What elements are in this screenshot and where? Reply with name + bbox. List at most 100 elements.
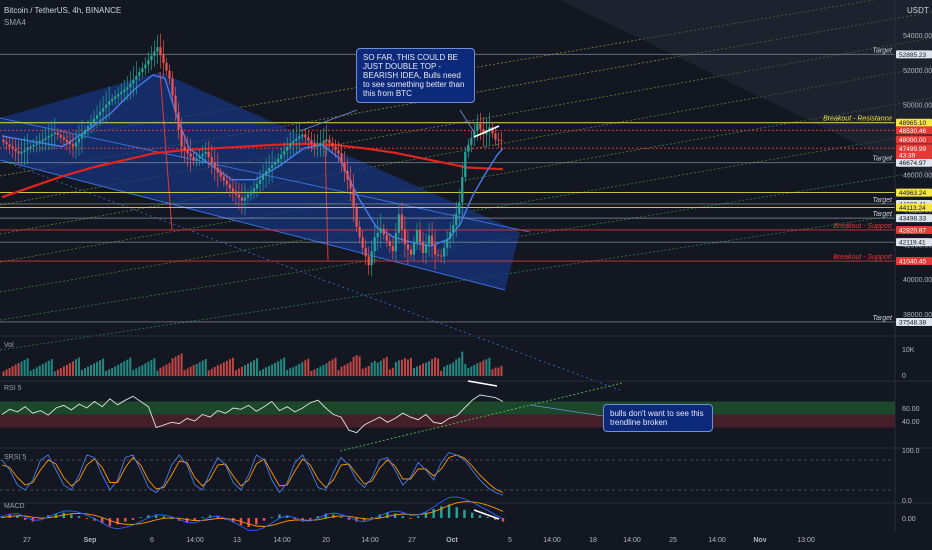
- volume-bar: [38, 365, 41, 376]
- time-label-0: 27: [23, 537, 31, 544]
- candle-body: [433, 245, 437, 255]
- volume-bar: [437, 358, 440, 376]
- volume-bar: [180, 353, 183, 376]
- volume-bar: [268, 366, 271, 376]
- volume-bar: [68, 363, 71, 376]
- candle-body: [331, 143, 334, 147]
- candle-body: [8, 144, 11, 147]
- candle-body: [361, 237, 364, 248]
- candle-body: [198, 156, 201, 159]
- candle-body: [2, 139, 5, 142]
- macd-hist-bar: [478, 515, 482, 518]
- volume-bar: [400, 359, 403, 376]
- candle-body: [83, 130, 87, 135]
- level-label-12: Breakout - Support: [833, 254, 893, 261]
- macd-hist-bar: [23, 518, 27, 520]
- volume-bar: [485, 359, 488, 376]
- volume-bar: [53, 371, 56, 376]
- volume-bar: [207, 370, 210, 376]
- macd-hist-bar: [363, 518, 366, 521]
- candle-body: [80, 134, 84, 139]
- candle-body: [397, 214, 400, 233]
- macd-hist-bar: [347, 518, 351, 520]
- candle-body: [267, 167, 271, 171]
- macd-hist-bar: [332, 514, 335, 518]
- volume-bar: [204, 358, 207, 376]
- volume-bar: [168, 362, 171, 376]
- volume-bar: [219, 364, 222, 376]
- volume-bar: [174, 356, 177, 376]
- price-tag-bg-6: [896, 188, 932, 197]
- volume-bar: [141, 365, 144, 376]
- volume-bar: [62, 366, 65, 376]
- volume-bar: [313, 369, 316, 376]
- time-axis[interactable]: 27 Sep 6 14:00 13 14:00 20 14:00 27 Oct 5 14:00 18 14…: [23, 537, 815, 544]
- rsi-tick-1: 40.00: [902, 419, 920, 426]
- time-label-5: 14:00: [273, 537, 291, 544]
- candle-body: [180, 129, 183, 147]
- candle-body: [41, 139, 44, 142]
- volume-bar: [87, 366, 90, 376]
- volume-bar: [171, 358, 174, 376]
- macd-hist-bar: [401, 516, 404, 518]
- moving-averages: [1, 74, 504, 247]
- candle-body: [20, 151, 23, 154]
- rsi-tick-0: 60.00: [902, 406, 920, 413]
- fan-lines: [0, 0, 932, 391]
- indicator-label: SMA4: [4, 18, 26, 27]
- price-axis[interactable]: 54000.00 52000.00 50000.00 48000.00 46000.00…: [896, 33, 932, 327]
- volume-bar: [331, 359, 334, 376]
- price-tag-4: 47499.99: [899, 146, 926, 153]
- volume-bar: [210, 368, 213, 376]
- candle-body: [147, 60, 150, 65]
- candle-body: [62, 137, 65, 140]
- candle-body: [5, 141, 8, 145]
- candle-body: [240, 197, 244, 201]
- candle-body: [497, 139, 500, 141]
- candle-body: [370, 251, 373, 266]
- volume-bar: [265, 367, 268, 376]
- candle-body: [195, 158, 198, 161]
- volume-bar: [111, 367, 114, 376]
- candle-body: [264, 170, 268, 176]
- volume-bar: [277, 361, 280, 376]
- pane-separators: [0, 0, 932, 532]
- volume-bar: [476, 363, 479, 376]
- volume-bar: [77, 357, 80, 376]
- volume-bar: [422, 363, 425, 376]
- candle-body: [310, 140, 313, 144]
- volume-bar: [295, 365, 298, 376]
- candle-body: [491, 127, 494, 134]
- volume-bar: [494, 367, 497, 376]
- macd-pane: MACD 0.00: [0, 496, 916, 531]
- time-label-3: 14:00: [186, 537, 204, 544]
- macd-hist-bar: [224, 518, 227, 520]
- macd-hist-bar: [262, 518, 266, 521]
- time-label-13: 14:00: [623, 537, 641, 544]
- macd-hist-bar: [139, 517, 142, 518]
- volume-bar: [201, 360, 204, 376]
- volume-bar: [47, 360, 50, 376]
- candle-body: [117, 94, 120, 97]
- volume-bar: [50, 359, 53, 376]
- candle-body: [292, 140, 295, 144]
- channel-extension-line: [0, 159, 621, 391]
- candle-body: [153, 51, 156, 56]
- volume-bar: [23, 359, 26, 376]
- macd-hist-bar: [201, 517, 204, 518]
- candle-body: [92, 118, 96, 123]
- candle-body: [385, 234, 388, 241]
- macd-hist-bar: [293, 518, 297, 519]
- currency-label: USDT: [907, 6, 929, 15]
- volume-bar: [449, 364, 452, 376]
- candle-body: [443, 247, 446, 257]
- volume-bar: [132, 369, 135, 376]
- candle-body: [44, 137, 47, 140]
- last-price-tag-bg: [896, 150, 932, 159]
- volume-bar: [367, 365, 370, 376]
- candle-body: [201, 153, 204, 157]
- volume-bar: [370, 362, 373, 376]
- rsi-upper-band: [0, 401, 895, 415]
- level-label-1: Breakout - Resistance: [823, 116, 892, 123]
- volume-bar: [29, 370, 32, 376]
